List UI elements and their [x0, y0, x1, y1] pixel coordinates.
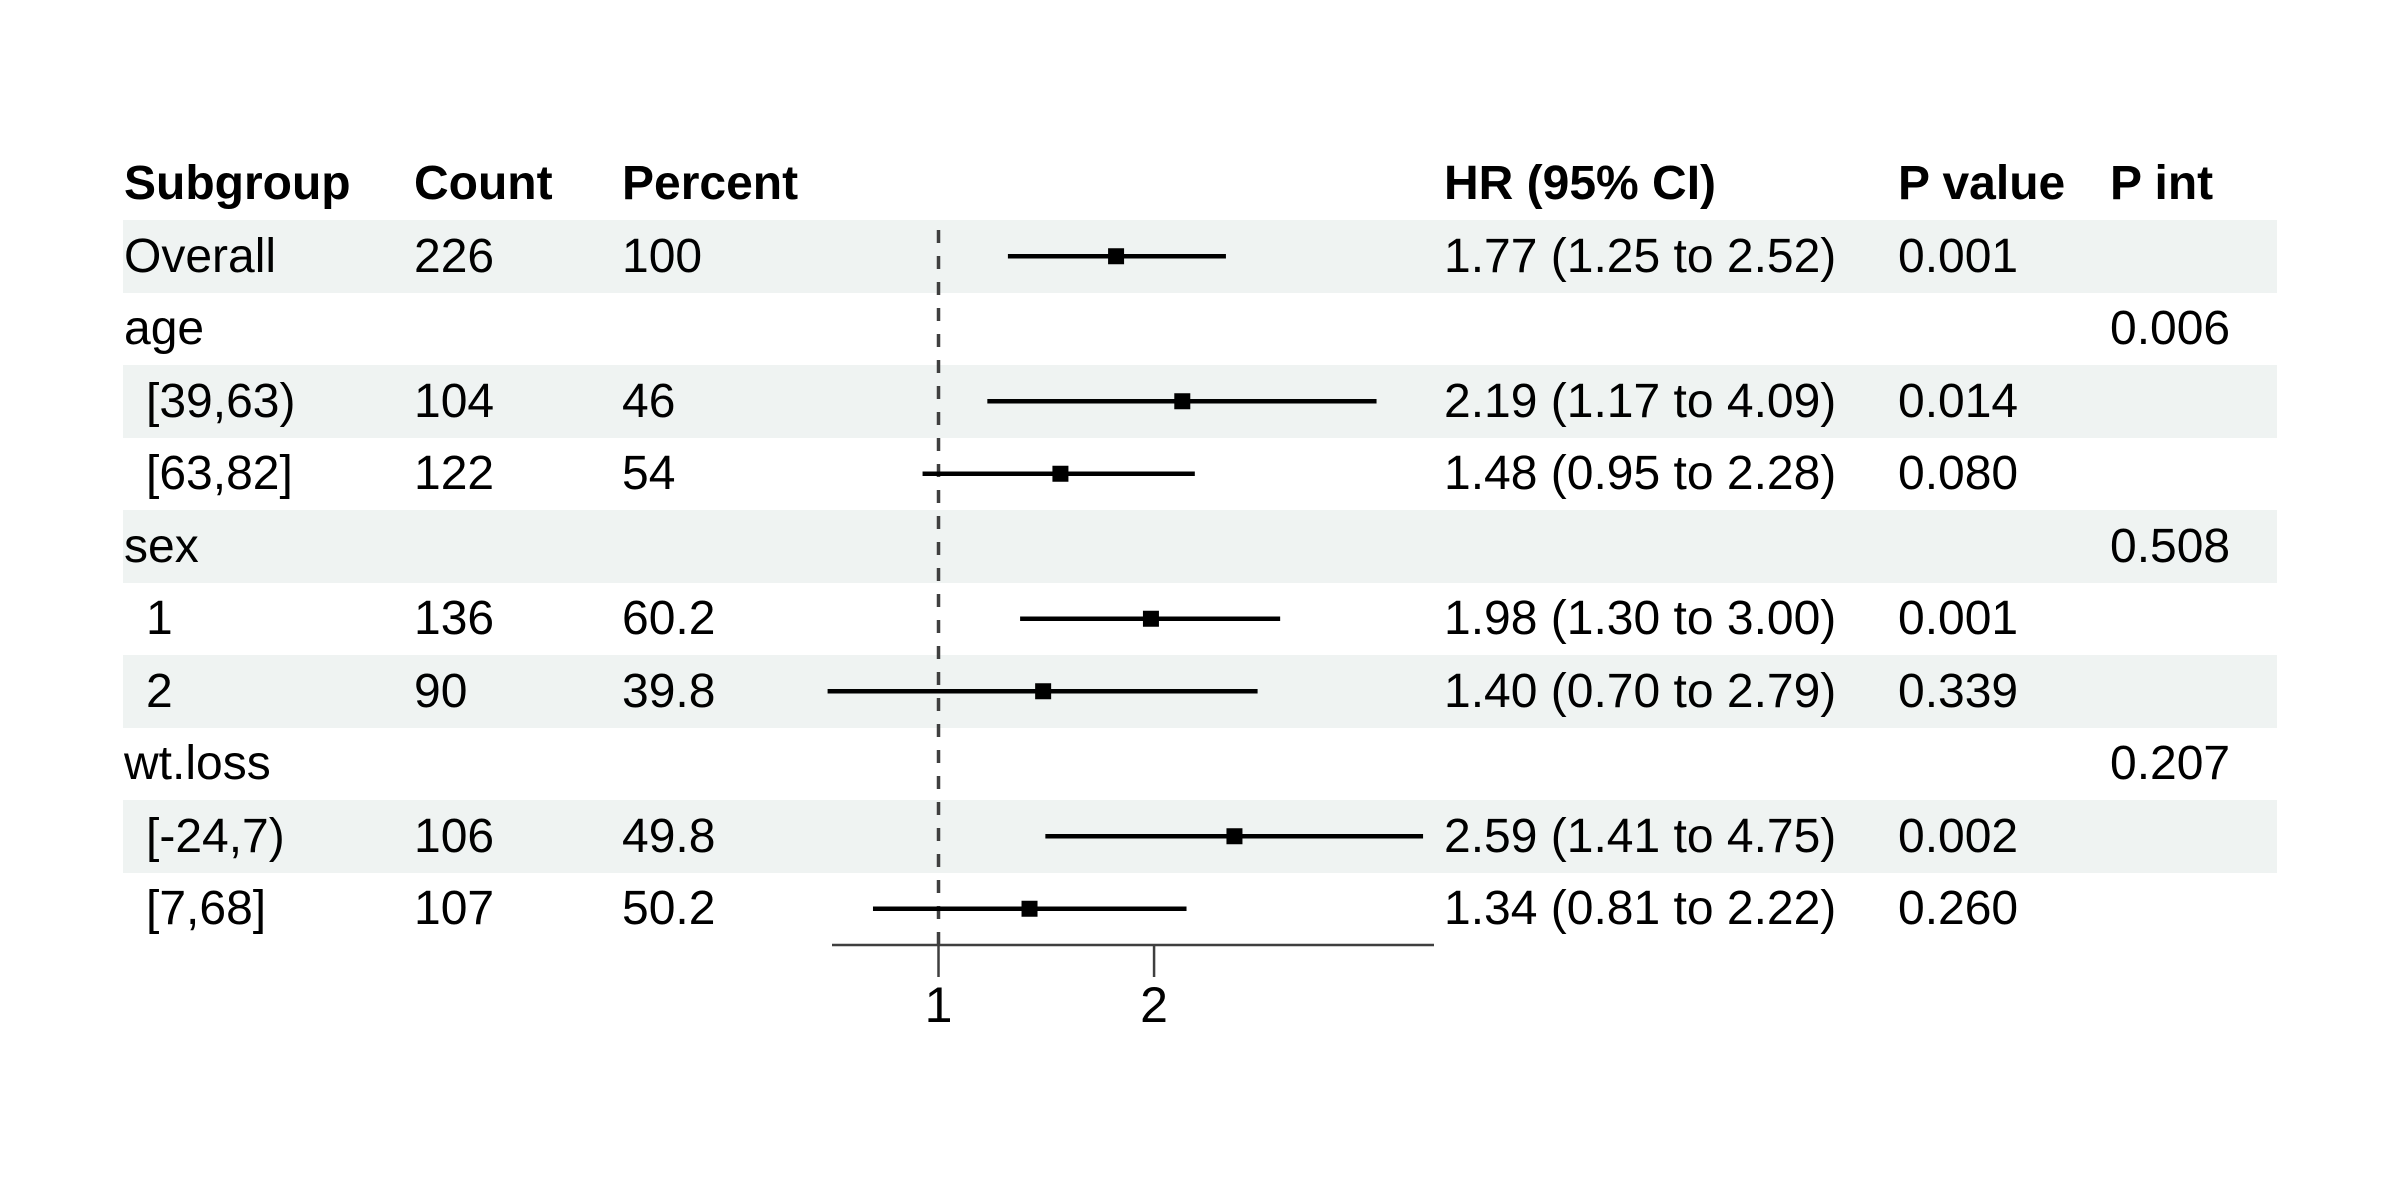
cell-hr-ci: 1.77 (1.25 to 2.52): [1444, 229, 1837, 283]
cell-p-int: 0.006: [2110, 302, 2231, 356]
column-header-p-value: P value: [1898, 156, 2066, 210]
cell-subgroup: [63,82]: [146, 447, 293, 501]
cell-subgroup: [39,63): [146, 374, 296, 428]
cell-count: 226: [414, 229, 495, 283]
cell-hr-ci: 2.59 (1.41 to 4.75): [1444, 809, 1837, 863]
cell-subgroup: wt.loss: [124, 737, 271, 791]
x-axis-tick-label: 1: [925, 977, 953, 1033]
cell-p-int: 0.207: [2110, 737, 2231, 791]
cell-percent: 60.2: [622, 592, 716, 646]
cell-percent: 54: [622, 447, 676, 501]
cell-p-value: 0.080: [1898, 447, 2019, 501]
cell-subgroup: age: [124, 302, 205, 356]
cell-p-value: 0.339: [1898, 664, 2019, 718]
column-header-count: Count: [414, 156, 553, 210]
cell-count: 106: [414, 809, 495, 863]
cell-percent: 39.8: [622, 664, 716, 718]
cell-p-value: 0.001: [1898, 592, 2019, 646]
cell-count: 104: [414, 374, 495, 428]
cell-hr-ci: 1.40 (0.70 to 2.79): [1444, 664, 1837, 718]
table-row: Overall 226 100 1.77 (1.25 to 2.52) 0.001: [123, 220, 2277, 293]
cell-hr-ci: 1.48 (0.95 to 2.28): [1444, 447, 1837, 501]
cell-hr-ci: 1.98 (1.30 to 3.00): [1444, 592, 1837, 646]
cell-percent: 50.2: [622, 882, 716, 936]
cell-subgroup: 2: [146, 664, 173, 718]
cell-percent: 46: [622, 374, 676, 428]
cell-subgroup: Overall: [124, 229, 277, 283]
cell-p-value: 0.014: [1898, 374, 2019, 428]
cell-count: 90: [414, 664, 468, 718]
column-header-hr-ci: HR (95% CI): [1444, 156, 1717, 210]
cell-p-int: 0.508: [2110, 519, 2231, 573]
table-row: 2 90 39.8 1.40 (0.70 to 2.79) 0.339: [123, 655, 2277, 728]
cell-p-value: 0.260: [1898, 882, 2019, 936]
cell-subgroup: [-24,7): [146, 809, 285, 863]
cell-subgroup: 1: [146, 592, 173, 646]
table-row: [7,68] 107 50.2 1.34 (0.81 to 2.22) 0.260: [123, 873, 2277, 946]
cell-hr-ci: 1.34 (0.81 to 2.22): [1444, 882, 1837, 936]
column-header-percent: Percent: [622, 156, 799, 210]
table-row: [39,63) 104 46 2.19 (1.17 to 4.09) 0.014: [123, 365, 2277, 438]
cell-count: 122: [414, 447, 495, 501]
column-header-p-int: P int: [2110, 156, 2214, 210]
cell-count: 136: [414, 592, 495, 646]
table-row: 1 136 60.2 1.98 (1.30 to 3.00) 0.001: [123, 583, 2277, 656]
cell-p-value: 0.002: [1898, 809, 2019, 863]
cell-subgroup: [7,68]: [146, 882, 267, 936]
table-row: [63,82] 122 54 1.48 (0.95 to 2.28) 0.080: [123, 438, 2277, 511]
table-row: [-24,7) 106 49.8 2.59 (1.41 to 4.75) 0.002: [123, 800, 2277, 873]
table-row: age 0.006: [123, 293, 2277, 366]
x-axis-tick-label: 2: [1140, 977, 1168, 1033]
cell-hr-ci: 2.19 (1.17 to 4.09): [1444, 374, 1837, 428]
cell-p-value: 0.001: [1898, 229, 2019, 283]
table-row: wt.loss 0.207: [123, 728, 2277, 801]
cell-percent: 100: [622, 229, 703, 283]
column-header-subgroup: Subgroup: [124, 156, 351, 210]
table-row: sex 0.508: [123, 510, 2277, 583]
cell-count: 107: [414, 882, 495, 936]
cell-subgroup: sex: [124, 519, 199, 573]
cell-percent: 49.8: [622, 809, 716, 863]
